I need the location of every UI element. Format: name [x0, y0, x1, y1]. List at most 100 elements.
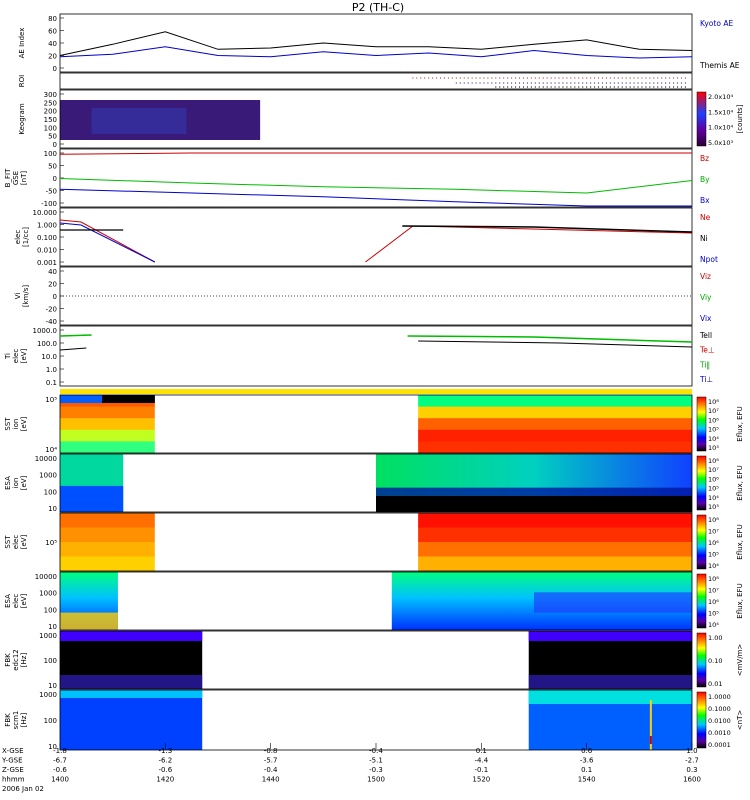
roi-dot: [684, 82, 687, 84]
xtick-label: 0.6: [581, 747, 593, 755]
colorbar-tick: 10⁶: [708, 416, 719, 424]
roi-dot: [467, 82, 469, 84]
ytick-label: 10⁵: [45, 539, 57, 547]
temp-ti-line: [407, 335, 693, 343]
ytick-label: 10.000: [33, 209, 58, 217]
roi-dot: [463, 82, 465, 84]
roi-dot: [558, 86, 560, 88]
colorbar-label: Eflux, EFU: [736, 465, 744, 500]
colorbar-tick: 2.0x10⁴: [708, 93, 733, 101]
ylabel-text: elec: [12, 594, 20, 609]
roi-dot: [487, 82, 489, 84]
colorbar: [696, 91, 707, 147]
ylabel-text: [eV]: [20, 593, 28, 608]
density-ni-line: [402, 225, 693, 233]
xtick-label: -0.1: [474, 766, 488, 774]
colorbar-tick: 10⁴: [708, 562, 719, 570]
roi-dot: [601, 82, 604, 84]
colorbar: [696, 573, 707, 629]
xtick-label: -0.6: [53, 766, 67, 774]
roi-dot: [629, 86, 631, 88]
ytick-label: 60: [48, 28, 57, 36]
roi-dot: [514, 77, 517, 79]
roi-dot: [546, 82, 548, 84]
xtick-label: 1420: [156, 776, 174, 784]
xtick-label: -4.4: [474, 757, 488, 765]
panel-ylabel: Ti elec [eV]: [4, 348, 28, 363]
roi-dot: [534, 86, 536, 88]
roi-dot: [526, 82, 529, 84]
colorbar-tick: 10⁶: [708, 598, 719, 606]
roi-dot: [672, 82, 675, 84]
roi-dot: [566, 82, 568, 84]
colorbar-tick: 0.1000: [708, 705, 731, 713]
panel-frame: [59, 89, 693, 149]
ylabel-text: GSE: [12, 171, 20, 185]
roi-dot: [475, 82, 477, 84]
xtick-label: -5.1: [369, 757, 383, 765]
ytick-label: 0.001: [37, 259, 57, 267]
ytick-label: 10000: [35, 573, 57, 581]
ae-series-line: [59, 46, 693, 59]
roi-dot: [645, 86, 647, 88]
colorbar-tick: 0.0001: [708, 741, 731, 749]
roi-dot: [570, 82, 572, 84]
roi-dot: [483, 77, 485, 79]
panel-frame: [59, 148, 693, 208]
roi-dot: [459, 82, 461, 84]
keogram-brightening: [91, 108, 187, 134]
colorbar-tick: 10⁸: [708, 575, 719, 583]
xtick-label: 0.1: [581, 766, 592, 774]
ylabel-text: elec: [12, 349, 20, 364]
ylabel-text: [eV]: [20, 475, 28, 490]
roi-dot: [653, 86, 655, 88]
roi-dot: [617, 86, 619, 88]
colorbar-tick: 10⁷: [708, 407, 719, 415]
ytick-label: 0.1: [46, 379, 57, 387]
panel-ylabel: B_FIT GSE [nT]: [4, 168, 28, 187]
legend-entry: Vix: [700, 314, 712, 323]
ytick-label: -20: [46, 306, 57, 314]
ytick-label: 0: [53, 141, 57, 149]
roi-dot: [511, 82, 513, 84]
roi-dot: [574, 77, 576, 79]
roi-dot: [601, 77, 604, 79]
ytick-label: 100: [44, 150, 57, 158]
colorbar-tick: 0.10: [708, 657, 722, 665]
roi-dot: [609, 86, 611, 88]
xtick-label: -1.8: [53, 747, 67, 755]
roi-dot: [649, 77, 651, 79]
roi-dot: [558, 77, 560, 79]
ytick-label: 10.0: [41, 353, 57, 361]
ylabel-text: ESA: [4, 594, 12, 608]
panel-dens: elec [1/cc] 10.000 1.000 0.100 0.010 0.001 Ne Ni…: [14, 207, 718, 267]
colorbar-tick: 1.5x10⁴: [708, 108, 733, 116]
roi-dot: [491, 77, 493, 79]
roi-dot: [514, 86, 517, 88]
ytick-label: 100: [44, 717, 57, 725]
ylabel-text: [Hz]: [20, 653, 28, 668]
ytick-label: 100: [44, 488, 57, 496]
legend-entry: Tell: [699, 331, 712, 340]
spec-block: [649, 736, 652, 744]
xtick-label: -1.3: [158, 747, 172, 755]
colorbar-tick: 10⁶: [708, 475, 719, 483]
spec-cell: [418, 542, 692, 557]
roi-dot: [435, 77, 438, 79]
colorbar-tick: 10⁵: [708, 610, 719, 618]
ylabel-text: FBK: [4, 653, 12, 667]
roi-dot: [613, 82, 615, 84]
ytick-label: -100: [41, 200, 57, 208]
colorbar-label-group: <mV/m>: [736, 644, 744, 677]
ylabel-text: [1/cc]: [22, 227, 30, 247]
ylabel-text: SST: [4, 417, 12, 431]
roi-dot: [621, 86, 623, 88]
colorbar-tick: 10⁸: [708, 457, 719, 465]
roi-dot: [621, 82, 623, 84]
roi-dot: [665, 77, 667, 79]
roi-dot: [479, 77, 481, 79]
bfit-series-line: [59, 152, 692, 155]
roi-dot: [471, 77, 473, 79]
